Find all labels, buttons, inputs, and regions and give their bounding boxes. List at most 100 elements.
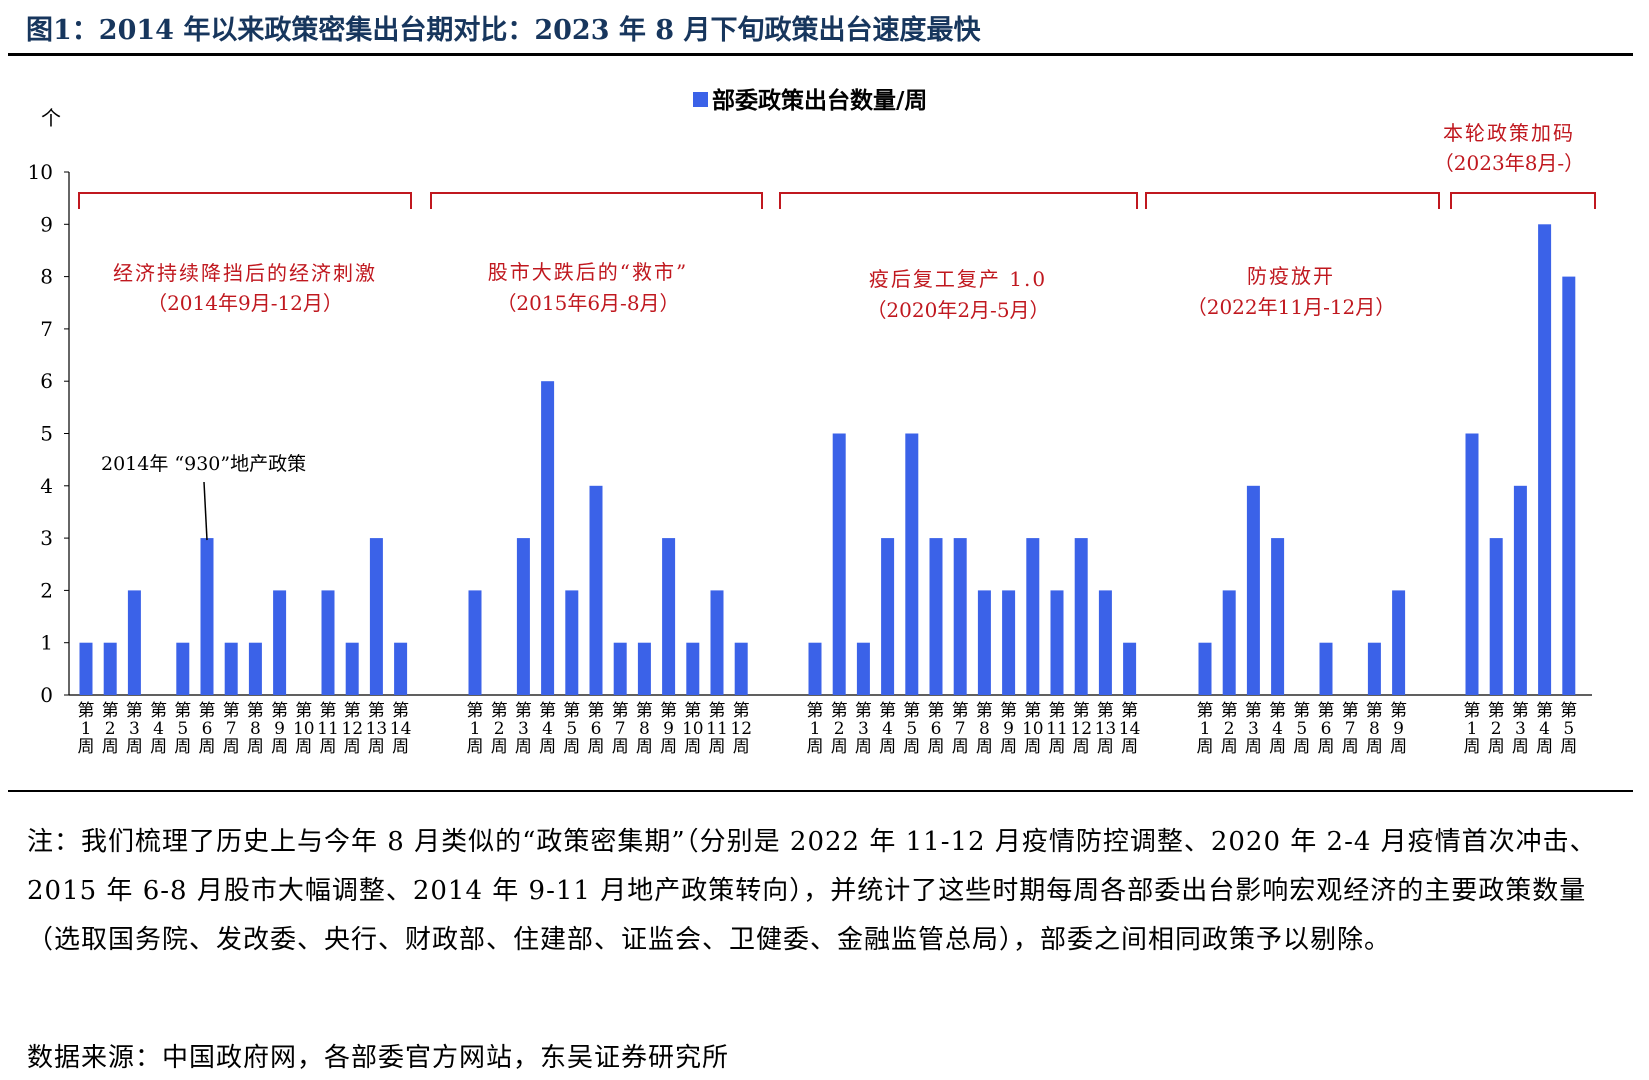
- x-tick-label: 第 10 周: [682, 701, 704, 757]
- period-dates: （2022年11月-12月）: [1187, 295, 1396, 319]
- bar: [1271, 538, 1285, 695]
- bar: [1222, 590, 1236, 695]
- y-tick-label: 5: [40, 422, 53, 446]
- bar: [1098, 590, 1112, 695]
- y-tick-label: 7: [40, 317, 53, 341]
- bar: [832, 433, 846, 695]
- y-tick-label: 1: [40, 631, 53, 655]
- bar: [1050, 590, 1064, 695]
- x-tick-label: 第 12 周: [730, 701, 752, 757]
- bar: [468, 590, 482, 695]
- bar-chart: 部委政策出台数量/周 个 0 1 2 3 4 5 6 7 8 9 10 经济持续降挡后的经济刺激 （2…: [28, 87, 1596, 757]
- y-axis-unit-label: 个: [41, 106, 61, 130]
- period-dates: （2023年8月-）: [1434, 151, 1584, 175]
- legend-swatch: [693, 92, 708, 107]
- y-tick-label: 2: [40, 578, 53, 602]
- bar: [1319, 642, 1333, 695]
- x-tick-label: 第 12 周: [341, 701, 363, 757]
- bar: [1513, 485, 1527, 695]
- period-label: 股市大跌后的“救市”: [488, 260, 688, 284]
- bar: [1538, 224, 1552, 696]
- bar: [127, 590, 141, 695]
- period-bracket: [430, 192, 763, 209]
- bar: [1246, 485, 1260, 695]
- bar: [321, 590, 335, 695]
- y-tick-label: 4: [40, 474, 53, 498]
- period-bracket: [1450, 192, 1596, 209]
- x-tick-label: 第 11 周: [317, 701, 339, 757]
- bar: [1392, 590, 1406, 695]
- x-tick-label: 第 14 周: [390, 701, 412, 757]
- bar: [686, 642, 700, 695]
- bar: [905, 433, 919, 695]
- top-rule: [8, 53, 1633, 56]
- period-bracket: [78, 192, 412, 209]
- figure-title: 图1：2014 年以来政策密集出台期对比：2023 年 8 月下旬政策出台速度最…: [26, 15, 981, 46]
- x-tick-label: 第 13 周: [366, 701, 388, 757]
- bar: [1198, 642, 1212, 695]
- bar: [1123, 642, 1137, 695]
- y-tick-label: 10: [28, 160, 53, 184]
- bar: [1465, 433, 1479, 695]
- bar: [1026, 538, 1040, 695]
- y-tick-label: 8: [40, 265, 53, 289]
- bar: [248, 642, 262, 695]
- bar-series: [79, 224, 1576, 696]
- x-tick-label: 第 10 周: [1022, 701, 1044, 757]
- bar: [1489, 538, 1503, 695]
- annotation-leader-line: [203, 481, 208, 541]
- period-dates: （2015年6月-8月）: [496, 291, 679, 315]
- bar: [710, 590, 724, 695]
- bar: [345, 642, 359, 695]
- bar: [1562, 276, 1576, 695]
- notes-text: 注：我们梳理了历史上与今年 8 月类似的“政策密集期”（分别是 2022 年 1…: [27, 827, 1597, 955]
- bar: [1002, 590, 1016, 695]
- period-dates: （2020年2月-5月）: [866, 298, 1049, 322]
- y-tick-label: 6: [40, 369, 53, 393]
- x-tick-label: 第 12 周: [1070, 701, 1092, 757]
- x-axis-tick-labels: 第 1 周第 2 周第 3 周第 4 周第 5 周第 6 周第 7 周第 8 周第 9 周第 10 周第 11 周第 12 周第…: [78, 701, 1578, 757]
- y-tick-label: 3: [40, 526, 53, 550]
- chart-axes: 0 1 2 3 4 5 6 7 8 9 10: [28, 160, 1592, 707]
- period-label: 防疫放开: [1247, 264, 1335, 288]
- bar: [929, 538, 943, 695]
- bar: [565, 590, 579, 695]
- x-tick-label: 第 13 周: [1095, 701, 1117, 757]
- bar: [224, 642, 238, 695]
- bar: [369, 538, 383, 695]
- bar: [394, 642, 408, 695]
- bar: [734, 642, 748, 695]
- bar: [516, 538, 530, 695]
- period-brackets: 经济持续降挡后的经济刺激 （2014年9月-12月） 股市大跌后的“救市” （2015…: [78, 121, 1596, 322]
- period-bracket: [779, 192, 1138, 209]
- bar: [589, 485, 603, 695]
- bar: [1074, 538, 1088, 695]
- annotations: 2014年 “930”地产政策: [101, 453, 306, 541]
